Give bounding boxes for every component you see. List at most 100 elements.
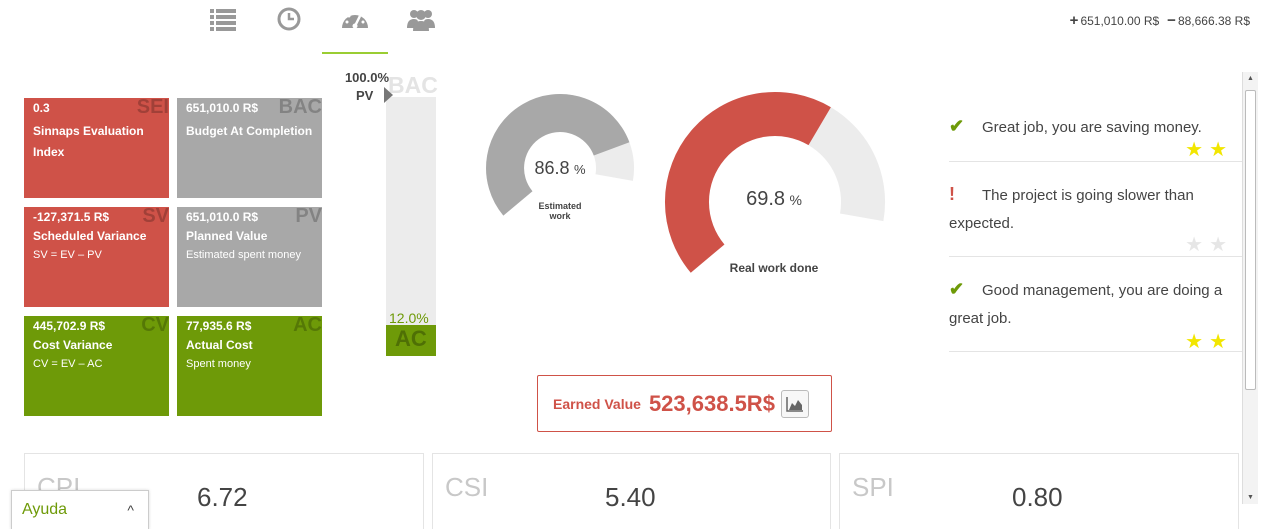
kpi-description: Spent money: [186, 358, 251, 370]
view-tabs: [190, 0, 454, 54]
real-work-gauge: [664, 92, 886, 273]
pv-percent: 100.0%: [344, 70, 390, 85]
kpi-abbr: AC: [293, 316, 322, 336]
message-text: Good management, you are doing a great j…: [949, 282, 1223, 327]
earned-value-amount: 523,638.5R$: [648, 390, 775, 416]
message-item: ! The project is going slower than expec…: [949, 182, 1243, 257]
kpi-value: 77,935.6 R$: [186, 319, 252, 333]
list-icon: [210, 9, 236, 31]
card-value: 5.40: [605, 482, 656, 512]
kpi-formula: CV = EV – AC: [33, 358, 103, 370]
kpi-name: Budget At Completion: [186, 124, 313, 138]
kpi-abbr: SV: [142, 207, 169, 227]
check-icon: ✔: [949, 279, 965, 299]
kpi-cv: CV 445,702.9 R$ Cost Variance CV = EV – …: [24, 316, 169, 416]
star-rating: ★★: [1185, 137, 1233, 162]
gauge-value: 86.8: [534, 158, 570, 178]
kpi-name: Sinnaps Evaluation Index: [33, 124, 144, 159]
estimated-work-label: Estimated work: [538, 201, 582, 221]
total-expense-value: 88,666.38 R$: [1177, 14, 1250, 28]
earned-value-chart-button[interactable]: [780, 389, 809, 418]
kpi-bac: BAC 651,010.0 R$ Budget At Completion: [177, 98, 322, 198]
kpi-value: 445,702.9 R$: [33, 319, 106, 333]
tab-timeline[interactable]: [256, 0, 322, 54]
scroll-up-icon[interactable]: ▲: [1247, 75, 1254, 82]
kpi-value: 0.3: [33, 101, 50, 115]
actual-cost-fill: [386, 324, 436, 356]
gauge-unit: %: [573, 162, 586, 177]
star-icon: ★: [1185, 234, 1210, 256]
check-icon: ✔: [949, 116, 965, 136]
plus-icon: +: [1069, 12, 1079, 29]
star-rating: ★★: [1185, 329, 1233, 354]
real-work-label: Real work done: [729, 261, 819, 275]
pv-marker-label: PV: [356, 88, 374, 103]
csi-card: CSI 5.40: [432, 453, 831, 529]
star-icon: ★: [1185, 139, 1210, 161]
tab-team[interactable]: [388, 0, 454, 54]
help-widget[interactable]: Ayuda ^: [11, 490, 149, 529]
pv-marker-arrow-icon: [384, 87, 393, 103]
exclamation-icon: !: [949, 184, 955, 204]
tab-list[interactable]: [190, 0, 256, 54]
earned-value-label: Earned Value: [553, 395, 641, 412]
kpi-sv: SV -127,371.5 R$ Scheduled Variance SV =…: [24, 207, 169, 307]
area-chart-icon: [786, 396, 803, 412]
clock-icon: [277, 7, 301, 31]
message-item: ✔ Good management, you are doing a great…: [949, 277, 1243, 354]
kpi-abbr: SEI: [136, 98, 169, 118]
kpi-value: -127,371.5 R$: [33, 210, 110, 224]
kpi-sei: SEI 0.3 Sinnaps Evaluation Index: [24, 98, 169, 198]
kpi-value: 651,010.0 R$: [186, 210, 259, 224]
total-income-value: 651,010.00 R$: [1080, 14, 1160, 28]
kpi-name: Scheduled Variance: [33, 229, 147, 243]
scrollbar-thumb[interactable]: [1245, 90, 1256, 390]
gauge-unit: %: [789, 192, 802, 208]
gauge-fill: [486, 94, 630, 216]
minus-icon: −: [1167, 12, 1176, 29]
kpi-name: Cost Variance: [33, 338, 113, 352]
kpi-value: 651,010.0 R$: [186, 101, 259, 115]
kpi-name: Planned Value: [186, 229, 268, 243]
dashboard-icon: [342, 11, 368, 29]
message-item: ✔ Great job, you are saving money. ★★: [949, 114, 1243, 162]
bac-watermark: BAC: [388, 72, 438, 98]
star-icon: ★: [1209, 139, 1233, 161]
card-value: 6.72: [197, 482, 248, 512]
budget-progress-bar: [386, 97, 436, 356]
star-icon: ★: [1209, 331, 1233, 353]
star-icon: ★: [1209, 234, 1233, 256]
chevron-up-icon: ^: [127, 502, 134, 518]
kpi-description: Estimated spent money: [186, 249, 301, 261]
total-income: +651,010.00 R$: [1069, 12, 1160, 29]
kpi-abbr: PV: [295, 207, 322, 227]
total-expense: −88,666.38 R$: [1167, 12, 1250, 29]
star-rating: ★★: [1185, 232, 1233, 257]
message-text: Great job, you are saving money.: [982, 119, 1202, 136]
gauge-fill: [664, 92, 831, 273]
ac-marker-label: AC: [395, 326, 427, 351]
team-icon: [407, 10, 435, 31]
card-value: 0.80: [1012, 482, 1063, 512]
kpi-pv: PV 651,010.0 R$ Planned Value Estimated …: [177, 207, 322, 307]
kpi-ac: AC 77,935.6 R$ Actual Cost Spent money: [177, 316, 322, 416]
star-icon: ★: [1185, 331, 1210, 353]
message-text: The project is going slower than expecte…: [949, 187, 1194, 232]
kpi-formula: SV = EV – PV: [33, 249, 102, 261]
ac-percent: 12.0%: [389, 310, 429, 326]
gauge-value: 69.8: [746, 188, 786, 210]
scroll-down-icon[interactable]: ▼: [1247, 494, 1254, 501]
spi-card: SPI 0.80: [839, 453, 1239, 529]
help-label: Ayuda: [22, 501, 68, 518]
earned-value-box: Earned Value 523,638.5R$: [537, 375, 832, 432]
card-label: CSI: [445, 472, 489, 502]
budget-totals: +651,010.00 R$ −88,666.38 R$: [1069, 12, 1250, 29]
card-label: SPI: [852, 472, 894, 502]
real-work-readout: 69.8 %: [724, 188, 824, 211]
estimated-work-gauge: [486, 94, 634, 216]
kpi-abbr: CV: [141, 316, 169, 336]
tab-dashboard[interactable]: [322, 0, 388, 54]
kpi-name: Actual Cost: [186, 338, 253, 352]
vertical-scrollbar[interactable]: ▲ ▼: [1242, 72, 1258, 504]
estimated-work-readout: 86.8 %: [520, 158, 600, 179]
